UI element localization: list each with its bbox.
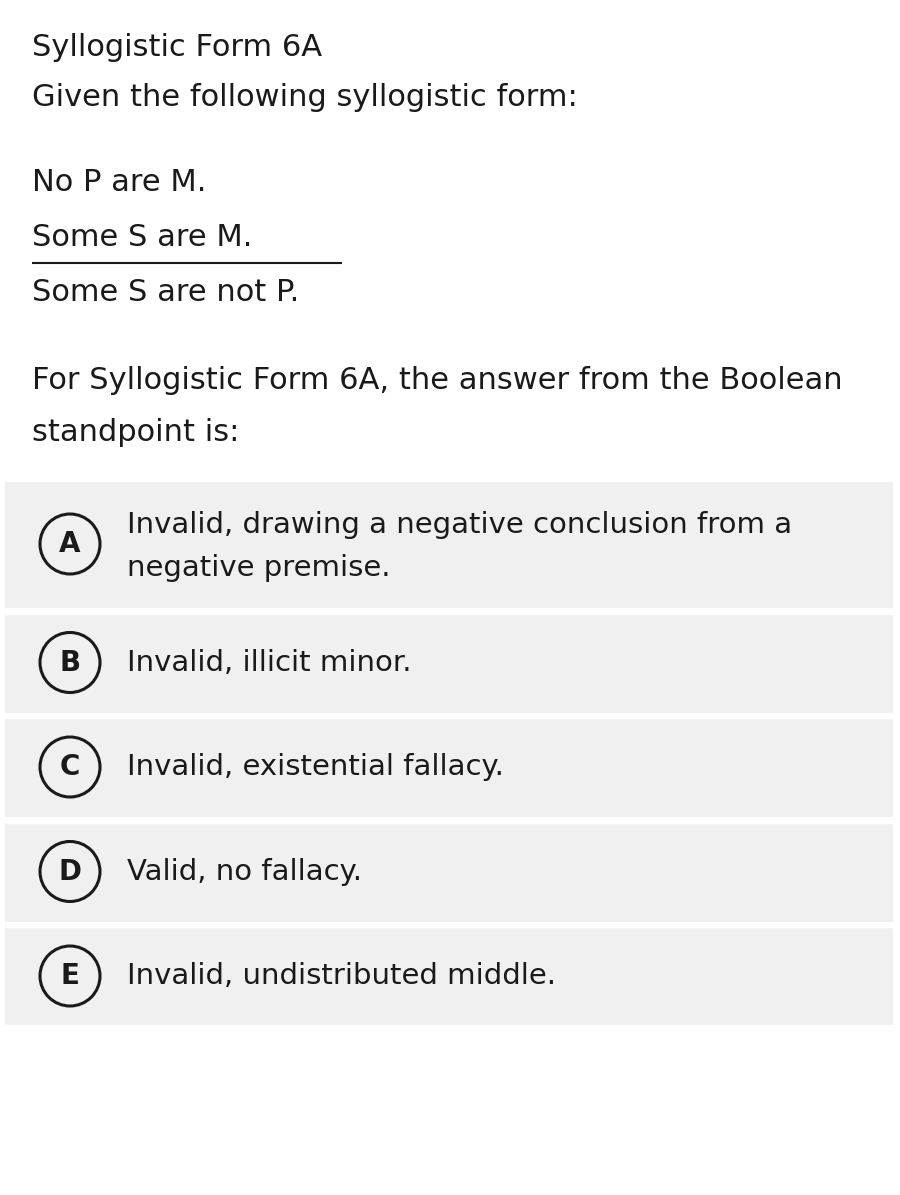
- Text: Invalid, illicit minor.: Invalid, illicit minor.: [127, 649, 411, 676]
- Text: Invalid, undistributed middle.: Invalid, undistributed middle.: [127, 962, 556, 989]
- Text: negative premise.: negative premise.: [127, 554, 391, 582]
- Text: D: D: [58, 858, 82, 885]
- Text: Some S are not P.: Some S are not P.: [32, 278, 299, 307]
- FancyBboxPatch shape: [5, 717, 893, 817]
- Text: For Syllogistic Form 6A, the answer from the Boolean: For Syllogistic Form 6A, the answer from…: [32, 366, 842, 396]
- FancyBboxPatch shape: [5, 926, 893, 1027]
- Text: standpoint is:: standpoint is:: [32, 418, 239, 447]
- Text: C: C: [59, 753, 80, 782]
- Text: Some S are M.: Some S are M.: [32, 223, 252, 252]
- Text: Valid, no fallacy.: Valid, no fallacy.: [127, 858, 362, 885]
- Text: Invalid, existential fallacy.: Invalid, existential fallacy.: [127, 753, 504, 782]
- Text: No P are M.: No P are M.: [32, 168, 206, 197]
- Text: Given the following syllogistic form:: Given the following syllogistic form:: [32, 82, 578, 112]
- Text: Invalid, drawing a negative conclusion from a: Invalid, drawing a negative conclusion f…: [127, 510, 792, 539]
- FancyBboxPatch shape: [5, 613, 893, 712]
- Text: E: E: [60, 962, 79, 989]
- Text: Syllogistic Form 6A: Syllogistic Form 6A: [32, 33, 322, 62]
- FancyBboxPatch shape: [5, 480, 893, 608]
- Text: B: B: [59, 649, 81, 676]
- Text: A: A: [59, 531, 81, 558]
- FancyBboxPatch shape: [5, 821, 893, 921]
